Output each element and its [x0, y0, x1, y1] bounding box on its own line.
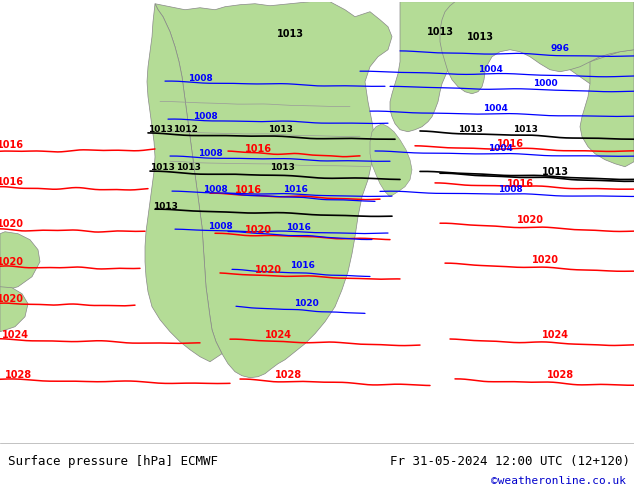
Text: ©weatheronline.co.uk: ©weatheronline.co.uk	[491, 476, 626, 486]
Polygon shape	[155, 2, 392, 378]
Text: Fr 31-05-2024 12:00 UTC (12+120): Fr 31-05-2024 12:00 UTC (12+120)	[390, 455, 630, 467]
Text: 1020: 1020	[531, 255, 559, 265]
Polygon shape	[440, 2, 634, 94]
Text: 1020: 1020	[294, 299, 318, 308]
Polygon shape	[0, 232, 40, 292]
Text: 1024: 1024	[1, 330, 29, 340]
Text: 1013: 1013	[268, 125, 292, 134]
Polygon shape	[370, 124, 412, 196]
Text: 1013: 1013	[427, 27, 453, 37]
Text: 1008: 1008	[198, 149, 223, 158]
Text: 1008: 1008	[188, 74, 212, 83]
Text: 1016: 1016	[235, 185, 261, 195]
Text: 1016: 1016	[496, 139, 524, 149]
Text: 1016: 1016	[290, 261, 314, 270]
Text: 1020: 1020	[245, 225, 271, 235]
Text: 1028: 1028	[4, 370, 32, 380]
Text: 1013: 1013	[176, 163, 200, 172]
Text: 1008: 1008	[203, 185, 228, 194]
Text: 1024: 1024	[264, 330, 292, 340]
Text: 996: 996	[550, 44, 569, 53]
Polygon shape	[580, 49, 634, 167]
Text: 1024: 1024	[541, 330, 569, 340]
Text: 1008: 1008	[193, 112, 217, 121]
Text: 1013: 1013	[148, 125, 172, 134]
Text: 1008: 1008	[207, 222, 233, 231]
Text: 1013: 1013	[150, 163, 174, 172]
Text: 1020: 1020	[0, 219, 23, 229]
Text: 1013: 1013	[276, 29, 304, 39]
Text: 1008: 1008	[498, 185, 522, 194]
Text: 1013: 1013	[269, 163, 294, 172]
Text: 1020: 1020	[0, 294, 23, 304]
Text: 1028: 1028	[547, 370, 574, 380]
Text: 1013: 1013	[467, 32, 493, 42]
Text: 1012: 1012	[172, 125, 197, 134]
Text: 1020: 1020	[0, 257, 23, 267]
Polygon shape	[145, 4, 222, 362]
Text: 1016: 1016	[245, 144, 271, 154]
Polygon shape	[390, 2, 634, 132]
Polygon shape	[0, 287, 28, 332]
Text: 1004: 1004	[482, 104, 507, 113]
Text: 1016: 1016	[285, 223, 311, 232]
Text: 1028: 1028	[275, 370, 302, 380]
Text: 1013: 1013	[541, 167, 569, 177]
Text: 1013: 1013	[458, 125, 482, 134]
Text: 1020: 1020	[517, 215, 543, 225]
Text: Surface pressure [hPa] ECMWF: Surface pressure [hPa] ECMWF	[8, 455, 217, 467]
Text: 1000: 1000	[533, 79, 557, 88]
Text: 1016: 1016	[507, 179, 533, 189]
Text: 1004: 1004	[477, 65, 502, 74]
Text: 1013: 1013	[153, 202, 178, 211]
Text: 1016: 1016	[0, 177, 23, 187]
Text: 1020: 1020	[254, 265, 281, 275]
Text: 1016: 1016	[283, 185, 307, 194]
Text: 1016: 1016	[0, 140, 23, 150]
Text: 1004: 1004	[488, 144, 512, 153]
Text: 1013: 1013	[512, 125, 538, 134]
